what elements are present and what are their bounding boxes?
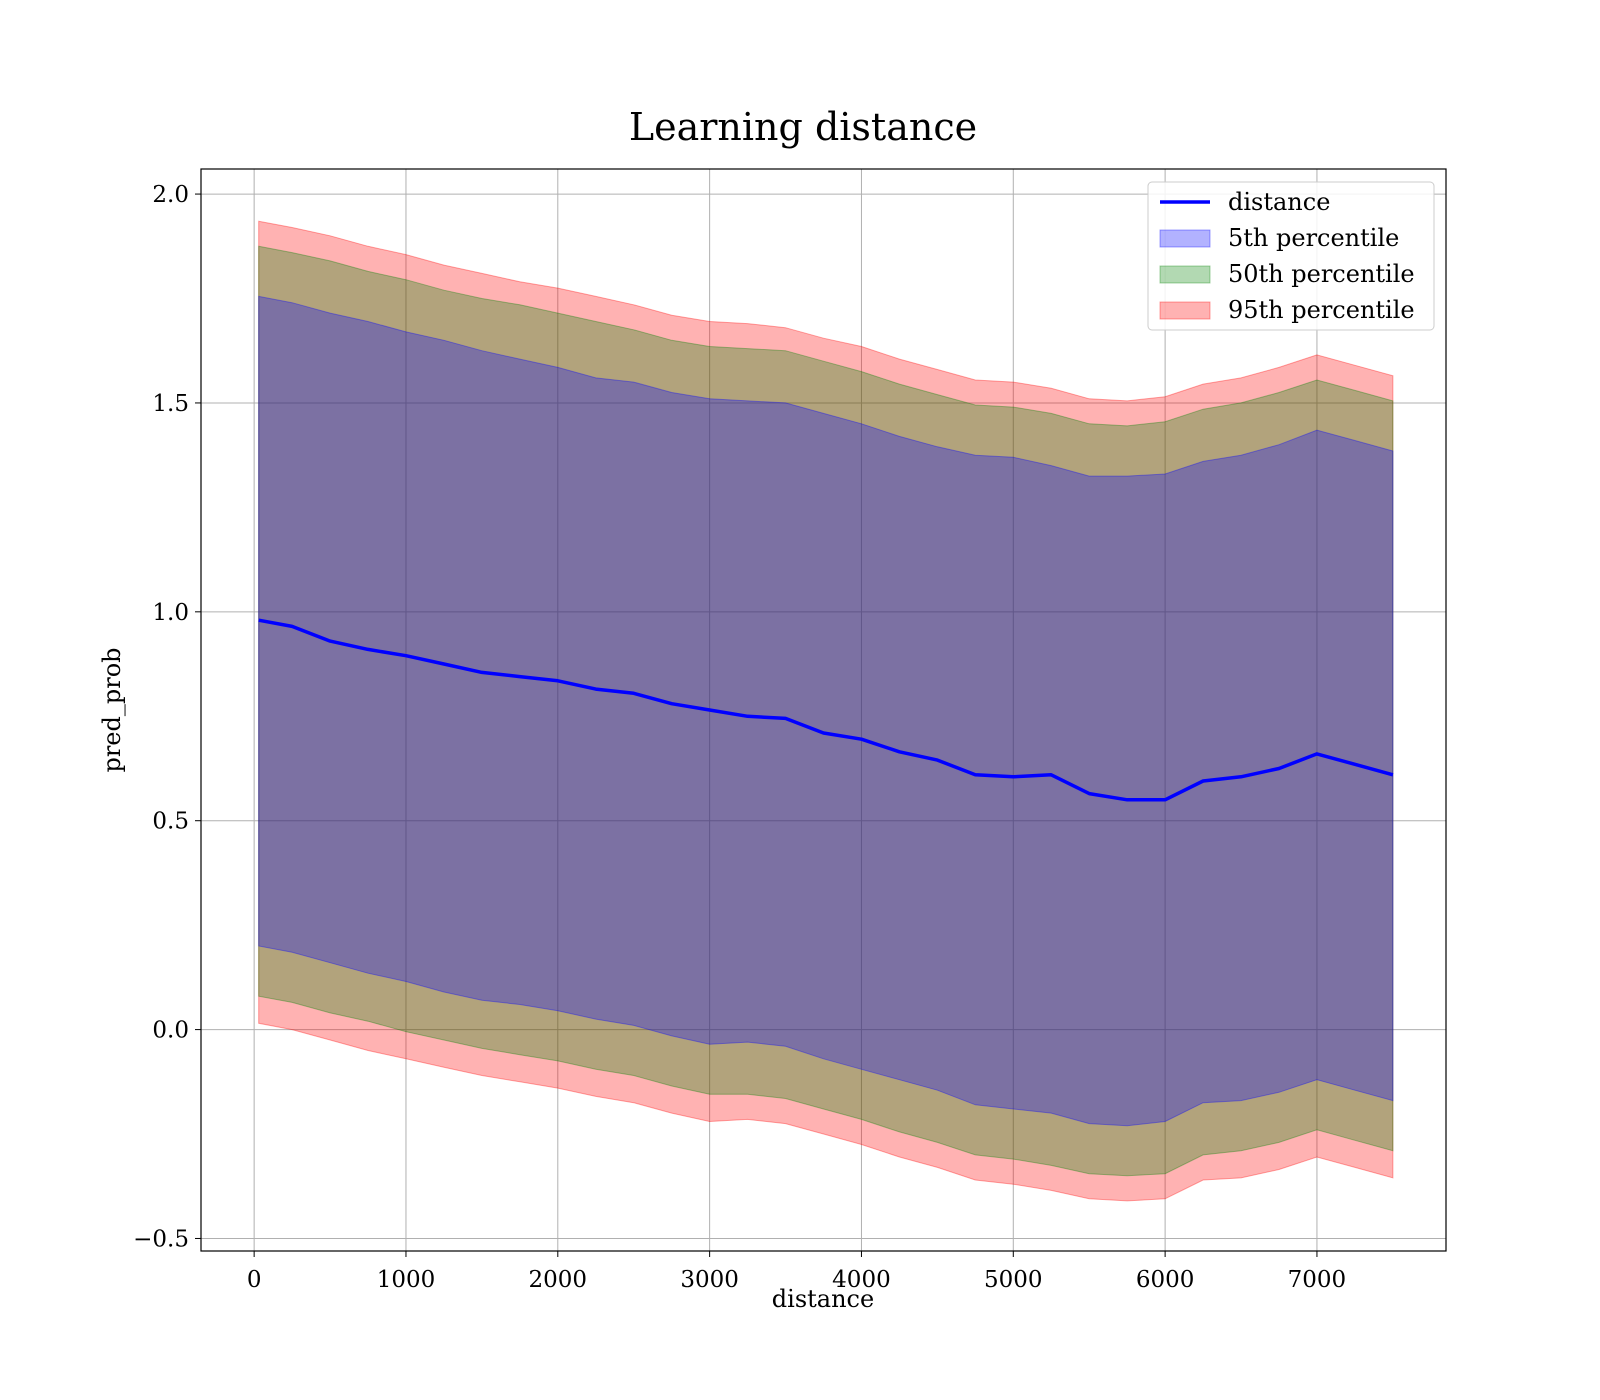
x-tick-label: 2000 [529,1267,588,1293]
legend-label-95th-percentile: 95th percentile [1228,296,1415,324]
x-tick-label: 4000 [832,1267,891,1293]
legend-label-5th-percentile: 5th percentile [1228,224,1399,252]
y-tick-label: 0.5 [152,809,189,835]
x-axis-ticks: 0 1000 2000 3000 4000 5000 6000 7000 [247,1251,1346,1293]
x-tick-label: 6000 [1136,1267,1195,1293]
band-5th-percentile [258,295,1394,1127]
band-95th-percentile [258,220,1394,1202]
y-tick-label: 1.5 [152,391,189,417]
legend-label-distance: distance [1228,188,1330,216]
y-axis-label: pred_prob [98,647,126,772]
legend-box [1147,181,1435,331]
y-tick-label: 0.0 [152,1018,189,1044]
y-tick-label: 1.0 [152,600,189,626]
x-tick-label: 3000 [680,1267,739,1293]
x-tick-label: 5000 [984,1267,1043,1293]
legend-swatch-5th-percentile [1159,229,1211,248]
grid [201,169,1446,1251]
x-tick-label: 0 [247,1267,262,1293]
plot-frame [200,168,1447,1252]
legend-swatch-95th-percentile [1159,301,1211,320]
series-line-distance [258,618,1394,802]
legend: distance 5th percentile 50th percentile 95t… [1147,181,1435,331]
legend-label-50th-percentile: 50th percentile [1228,260,1415,288]
y-tick-label: 2.0 [152,182,189,208]
legend-swatch-50th-percentile [1159,265,1211,284]
percentile-bands [258,220,1394,1202]
band-50th-percentile [258,245,1394,1177]
y-axis-ticks: −0.5 0.0 0.5 1.0 1.5 2.0 [133,182,201,1252]
chart-title: Learning distance [629,105,977,149]
x-axis-label: distance [772,1285,874,1313]
x-tick-label: 1000 [377,1267,436,1293]
y-tick-label: −0.5 [133,1226,189,1252]
distance-line-layer [258,618,1394,802]
x-tick-label: 7000 [1288,1267,1347,1293]
